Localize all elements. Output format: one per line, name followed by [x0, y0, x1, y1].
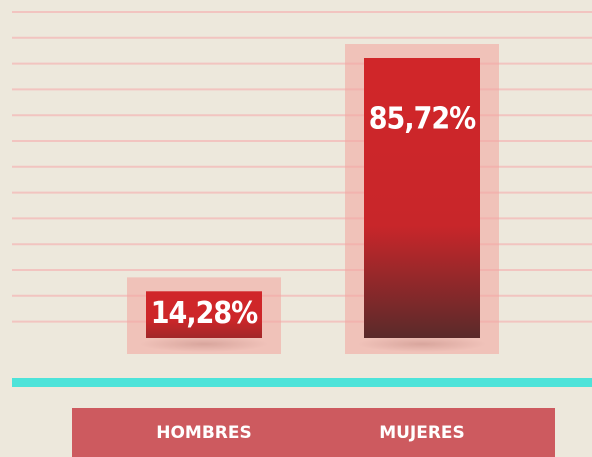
baseline: [12, 378, 592, 387]
bar-top: [146, 291, 262, 338]
x-tick-label: HOMBRES: [156, 423, 252, 443]
background-lines: [12, 11, 592, 323]
category-band: [72, 408, 555, 457]
value-label: 85,72%: [369, 102, 476, 137]
value-label: 14,28%: [151, 296, 258, 331]
x-tick-label: MUJERES: [379, 423, 465, 443]
bar-top: [364, 58, 480, 118]
